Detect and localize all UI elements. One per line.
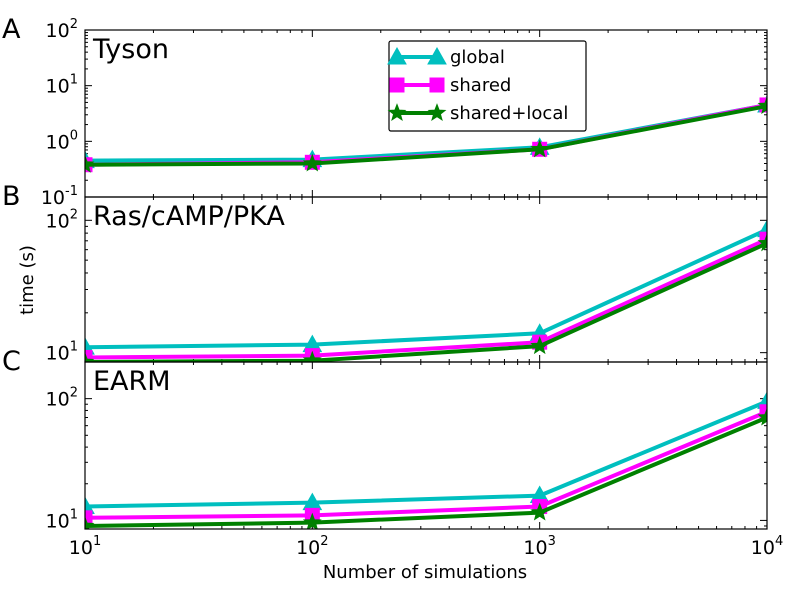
x-tick-labels: 101 102 103 104 — [69, 534, 783, 559]
series-group — [85, 219, 767, 362]
data-point — [530, 336, 550, 355]
series-line — [85, 241, 767, 362]
data-point — [302, 153, 322, 172]
data-point — [757, 96, 767, 115]
y-tick-label: 102 — [46, 386, 78, 411]
panel-title: EARM — [93, 366, 171, 397]
series-line — [85, 227, 767, 350]
panel-title: Ras/cAMP/PKA — [93, 201, 285, 232]
series-shared-local — [85, 96, 767, 173]
legend: global shared shared+local — [387, 40, 587, 132]
panel-letter: C — [2, 346, 21, 377]
data-point — [85, 349, 93, 362]
series-line — [85, 409, 767, 520]
legend-marker — [427, 103, 447, 122]
series-line — [85, 104, 767, 167]
panel-a: 10-1 100 101 102 Tyson A — [2, 14, 768, 209]
y-tick-label: 101 — [46, 340, 78, 365]
legend-marker — [389, 77, 405, 93]
panel-letter: A — [2, 14, 21, 45]
series-shared-local — [85, 407, 767, 529]
x-tick-label: 101 — [69, 534, 101, 559]
legend-label: shared — [450, 75, 511, 96]
legend-entry: global — [387, 46, 505, 68]
data-point — [759, 231, 767, 247]
series-group — [85, 94, 767, 173]
y-tick-label: 100 — [46, 128, 78, 153]
series-shared-local — [85, 233, 767, 362]
legend-label: shared+local — [450, 103, 568, 124]
legend-label: global — [450, 47, 505, 68]
legend-marker — [429, 77, 445, 93]
data-point — [85, 154, 95, 173]
data-point — [302, 350, 322, 362]
data-point — [85, 510, 93, 526]
x-axis-label: Number of simulations — [323, 562, 527, 583]
y-tick-label: 101 — [46, 507, 78, 532]
x-tick-label: 102 — [296, 534, 328, 559]
legend-marker — [387, 46, 407, 65]
data-point — [85, 516, 95, 529]
y-tick-label: 101 — [46, 73, 78, 98]
panel-letter: B — [2, 181, 21, 212]
y-tick-label: 10-1 — [41, 184, 78, 209]
panel-title: Tyson — [92, 34, 169, 65]
legend-entry: shared — [389, 75, 511, 96]
x-tick-label: 103 — [523, 534, 555, 559]
data-point — [85, 496, 95, 515]
panel-c: 101 102 EARM C — [2, 346, 768, 532]
panel-b: 101 102 Ras/cAMP/PKA B — [2, 181, 768, 365]
series-line — [85, 415, 767, 528]
series-group — [85, 391, 767, 529]
plot-frame — [84, 361, 768, 530]
series-line — [85, 399, 767, 509]
series-line — [85, 237, 767, 360]
x-tick-label: 104 — [751, 534, 783, 559]
legend-entry: shared+local — [387, 103, 568, 124]
legend-marker — [387, 103, 407, 122]
data-point — [530, 139, 550, 158]
data-point — [530, 502, 550, 521]
legend-marker — [427, 46, 447, 65]
data-point — [759, 404, 767, 420]
y-tick-label: 102 — [46, 17, 78, 42]
y-tick-label: 102 — [46, 207, 78, 232]
y-axis-label: time (s) — [17, 245, 38, 315]
data-point — [757, 407, 767, 426]
data-point — [302, 512, 322, 529]
data-point — [85, 352, 95, 362]
data-point — [757, 233, 767, 252]
